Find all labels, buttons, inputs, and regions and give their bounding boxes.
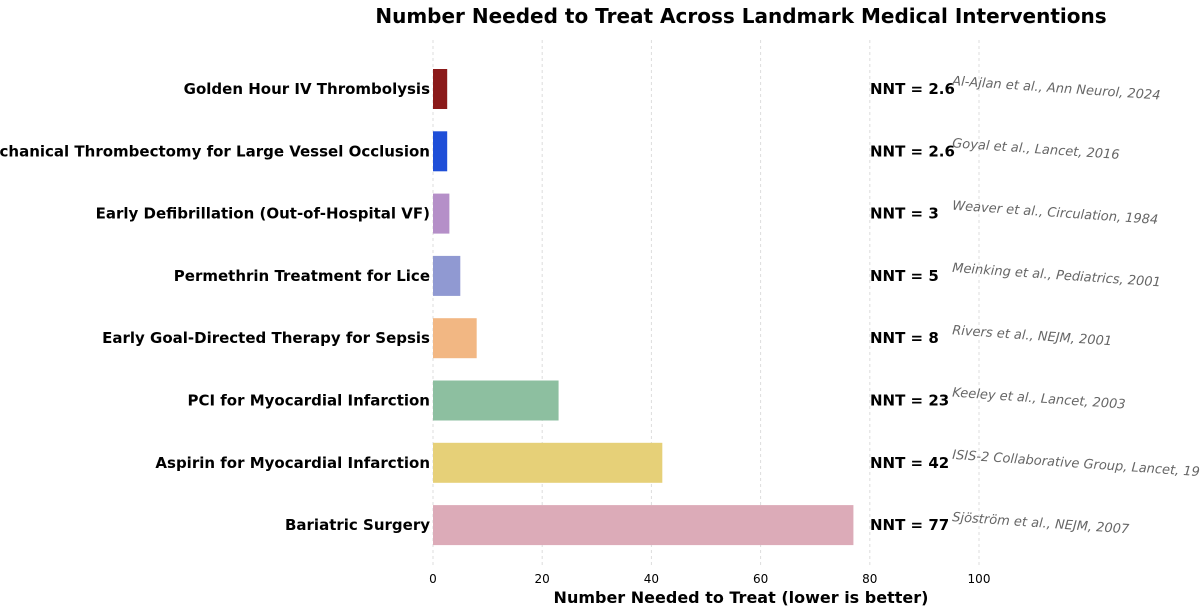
citation-label: Rivers et al., NEJM, 2001 [952, 323, 1113, 349]
value-label: NNT = 8 [870, 329, 939, 347]
value-label: NNT = 2.6 [870, 80, 955, 98]
value-label: NNT = 2.6 [870, 142, 955, 160]
value-label: NNT = 23 [870, 392, 949, 410]
value-label: NNT = 42 [870, 454, 949, 472]
x-tick-label: 80 [862, 572, 877, 586]
category-label: Permethrin Treatment for Lice [174, 267, 430, 285]
category-label: Early Defibrillation (Out-of-Hospital VF… [96, 205, 430, 223]
citation-label: ISIS-2 Collaborative Group, Lancet, 1988 [952, 448, 1200, 481]
category-label: Aspirin for Myocardial Infarction [155, 454, 430, 472]
value-label: NNT = 3 [870, 205, 939, 223]
bar [433, 380, 559, 421]
chart-title: Number Needed to Treat Across Landmark M… [375, 4, 1106, 28]
category-label: Mechanical Thrombectomy for Large Vessel… [0, 142, 430, 160]
citation-label: Keeley et al., Lancet, 2003 [952, 386, 1126, 413]
bar [433, 505, 854, 546]
x-tick-label: 0 [429, 572, 437, 586]
category-label: Early Goal-Directed Therapy for Sepsis [102, 329, 430, 347]
citation-label: Meinking et al., Pediatrics, 2001 [952, 261, 1162, 291]
citation-label: Weaver et al., Circulation, 1984 [952, 199, 1159, 228]
bar [433, 442, 663, 483]
citation-labels: Al-Ajlan et al., Ann Neurol, 2024 Goyal e… [951, 74, 1200, 538]
value-label: NNT = 77 [870, 516, 949, 534]
bar [433, 318, 477, 359]
x-tick-label: 60 [753, 572, 768, 586]
x-tick-label: 40 [644, 572, 659, 586]
bars [433, 69, 854, 546]
category-label: Bariatric Surgery [285, 516, 430, 534]
value-labels: NNT = 2.6 NNT = 2.6 NNT = 3 NNT = 5 NNT = 8 N… [870, 80, 955, 534]
bar [433, 255, 461, 296]
x-tick-label: 100 [968, 572, 991, 586]
citation-label: Goyal et al., Lancet, 2016 [952, 136, 1120, 163]
bar [433, 193, 450, 234]
category-label: PCI for Myocardial Infarction [187, 392, 430, 410]
x-tick-labels: 0 20 40 60 80 100 [429, 572, 990, 586]
x-gridlines [432, 40, 980, 565]
x-axis-label: Number Needed to Treat (lower is better) [554, 588, 929, 607]
category-labels: Golden Hour IV Thrombolysis Mechanical Th… [0, 80, 430, 534]
value-label: NNT = 5 [870, 267, 939, 285]
bar [433, 69, 448, 109]
citation-label: Al-Ajlan et al., Ann Neurol, 2024 [951, 74, 1161, 104]
category-label: Golden Hour IV Thrombolysis [184, 80, 430, 98]
x-tick-label: 20 [535, 572, 550, 586]
bar [433, 131, 448, 172]
